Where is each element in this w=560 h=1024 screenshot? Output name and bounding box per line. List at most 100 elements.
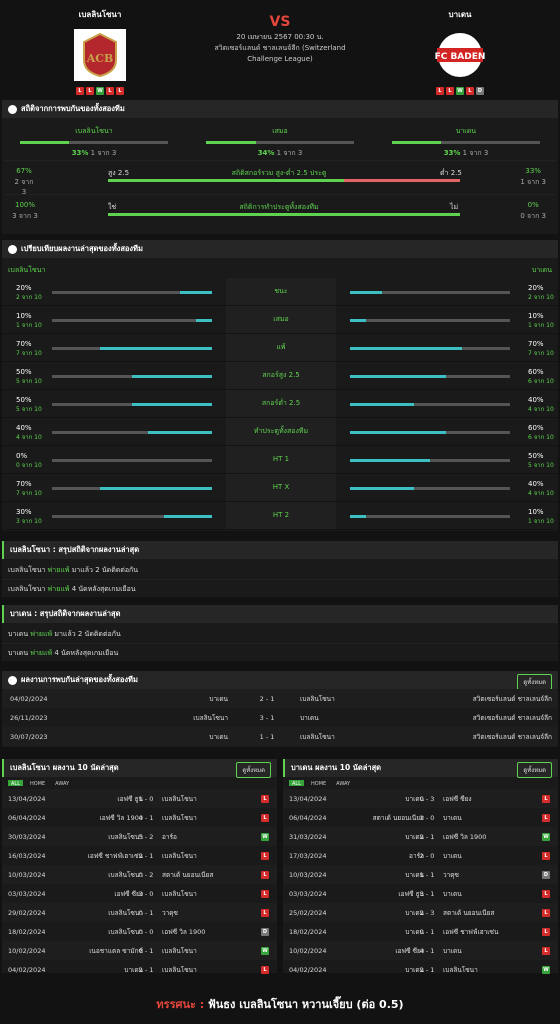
away-summary-title: บาเดน : สรุปสถิติจากผลงานล่าสุด	[2, 605, 558, 623]
recent-match-row[interactable]: 16/03/2024 เอฟซี ชาฟฟ์เฮาเซ่น 2 - 1 เบลลินโ…	[2, 846, 277, 865]
h2h-match-row[interactable]: 04/02/2024 บาเดน 2 - 1 เบลลินโซนา สวิตเซอร์แ…	[2, 689, 558, 708]
compare-label: ชนะ	[226, 278, 336, 305]
recent-match-row[interactable]: 03/03/2024 เอฟซี ธูน 3 - 1 บาเดน L	[283, 884, 558, 903]
filter-tab-home[interactable]: HOME	[311, 781, 327, 787]
match-away: เบลลินโซนา	[162, 851, 197, 860]
form-badge: W	[456, 87, 464, 95]
compare-left-bar	[52, 487, 212, 490]
match-away: บาเดน	[300, 713, 319, 722]
compare-left-from: 1 จาก 10	[16, 322, 42, 329]
match-away: วาดุซ	[443, 870, 459, 879]
h2h-card-from: 1 จาก 3	[274, 149, 303, 157]
recent-match-row[interactable]: 04/02/2024 บาเดน 2 - 1 เบลลินโซนา W	[283, 960, 558, 979]
match-away: เอฟซี ชาฟฟ์เฮาเซ่น	[443, 927, 499, 936]
match-date: 10/02/2024	[8, 946, 46, 955]
match-home: บาเดน	[405, 908, 424, 917]
compare-home-name: เบลลินโซนา	[8, 266, 46, 274]
match-score: 1 - 1	[419, 870, 435, 879]
compare-row: 50% 5 จาก 10 สกอร์ต่ำ 2.5 40% 4 จาก 10	[2, 390, 558, 418]
recent-match-row[interactable]: 06/04/2024 เอฟซี วิล 1900 4 - 1 เบลลินโซนา L	[2, 808, 277, 827]
compare-right-pct: 40%	[528, 480, 544, 488]
match-date: 26/11/2023	[10, 713, 48, 722]
h2h-list-header: ผลงานการพบกันล่าสุดของทั้งสองทีม ดูทั้งหม…	[2, 671, 558, 690]
compare-label: HT 2	[226, 502, 336, 529]
match-away: เบลลินโซนา	[162, 946, 197, 955]
compare-row: 70% 7 จาก 10 แพ้ 70% 7 จาก 10	[2, 334, 558, 362]
match-away: บาเดน	[443, 889, 462, 898]
recent-match-row[interactable]: 03/03/2024 เอฟซี ซียง 3 - 0 เบลลินโซนา L	[2, 884, 277, 903]
recent-match-row[interactable]: 04/02/2024 บาเดน 2 - 1 เบลลินโซนา L	[2, 960, 277, 979]
recent-match-row[interactable]: 25/02/2024 บาเดน 2 - 3 สตาเด้ นยอนเนียส L	[283, 903, 558, 922]
match-date: 04/02/2024	[10, 694, 48, 703]
result-badge: L	[261, 851, 269, 860]
compare-right-from: 2 จาก 10	[528, 294, 554, 301]
filter-tab-all[interactable]: ALL	[8, 780, 23, 787]
compare-right-from: 4 จาก 10	[528, 406, 554, 413]
filter-tab-away[interactable]: AWAY	[55, 781, 70, 787]
compare-left-stat: 20% 2 จาก 10	[16, 284, 42, 302]
compare-left-bar	[52, 291, 212, 294]
match-away: เบลลินโซนา	[443, 965, 478, 974]
h2h-view-all-button[interactable]: ดูทั้งหมด	[517, 674, 552, 690]
match-home: เอฟซี ธูน	[398, 889, 424, 898]
compare-right-pct: 40%	[528, 396, 544, 404]
h2h-match-row[interactable]: 30/07/2023 บาเดน 1 - 1 เบลลินโซนา สวิตเซอร์แ…	[2, 727, 558, 746]
match-away: เอฟซี ซียง	[443, 794, 472, 803]
recent-match-row[interactable]: 10/03/2024 บาเดน 1 - 1 วาดุซ D	[283, 865, 558, 884]
match-score: 0 - 2	[138, 870, 154, 879]
football-icon	[8, 675, 17, 685]
match-score: 0 - 1	[138, 908, 154, 917]
recent-match-row[interactable]: 17/03/2024 อาร์อ 2 - 0 บาเดน L	[283, 846, 558, 865]
recent-match-row[interactable]: 30/03/2024 เบลลินโซนา 5 - 2 อาร์อ W	[2, 827, 277, 846]
compare-right-stat: 10% 1 จาก 10	[528, 508, 554, 526]
filter-tab-all[interactable]: ALL	[289, 780, 304, 787]
filter-tab-home[interactable]: HOME	[30, 781, 46, 787]
match-date: 16/03/2024	[8, 851, 46, 860]
match-score: 0 - 1	[138, 946, 154, 955]
recent-match-row[interactable]: 13/04/2024 บาเดน 0 - 3 เอฟซี ซียง L	[283, 789, 558, 808]
match-date: 03/03/2024	[8, 889, 46, 898]
filter-tab-away[interactable]: AWAY	[336, 781, 351, 787]
match-away: เบลลินโซนา	[162, 794, 197, 803]
match-date: 03/03/2024	[289, 889, 327, 898]
recent-match-row[interactable]: 13/04/2024 เอฟซี ธูน 1 - 0 เบลลินโซนา L	[2, 789, 277, 808]
form-badge: L	[86, 87, 94, 95]
form-badge: L	[76, 87, 84, 95]
ou-title: สถิติสกอร์รวม สูง-ต่ำ 2.5 ประตู	[231, 169, 327, 177]
compare-left-from: 5 จาก 10	[16, 378, 42, 385]
away-view-all-button[interactable]: ดูทั้งหมด	[517, 762, 552, 778]
h2h-match-row[interactable]: 26/11/2023 เบลลินโซนา 3 - 1 บาเดน สวิตเซอร์แ…	[2, 708, 558, 727]
match-away: สตาเด้ นยอนเนียส	[162, 870, 214, 879]
h2h-card-label: บาเดน	[455, 127, 477, 135]
form-badge: L	[466, 87, 474, 95]
compare-right-from: 5 จาก 10	[528, 462, 554, 469]
recent-match-row[interactable]: 10/02/2024 เนอชาแตล ซามักซ์ 0 - 1 เบลลินโซน…	[2, 941, 277, 960]
compare-left-stat: 50% 5 จาก 10	[16, 368, 42, 386]
result-badge: L	[542, 927, 550, 936]
compare-right-stat: 50% 5 จาก 10	[528, 452, 554, 470]
recent-match-row[interactable]: 31/03/2024 บาเดน 2 - 1 เอฟซี วิล 1900 W	[283, 827, 558, 846]
recent-match-row[interactable]: 18/02/2024 เบลลินโซนา 0 - 0 เอฟซี วิล 1900 D	[2, 922, 277, 941]
recent-match-row[interactable]: 10/02/2024 เอฟซี ซียง 4 - 1 บาเดน L	[283, 941, 558, 960]
form-badge: D	[476, 87, 484, 95]
recent-match-row[interactable]: 06/04/2024 สตาเด้ นยอนเนียส 1 - 0 บาเดน L	[283, 808, 558, 827]
recent-match-row[interactable]: 29/02/2024 เบลลินโซนา 0 - 1 วาดุซ L	[2, 903, 277, 922]
away-summary-line-1: บาเดน พ่ายแพ้ มาแล้ว 2 นัดติดต่อกัน	[8, 630, 121, 638]
ou-low-label: ต่ำ 2.5	[440, 169, 462, 177]
home-view-all-button[interactable]: ดูทั้งหมด	[236, 762, 271, 778]
recent-match-row[interactable]: 10/03/2024 เบลลินโซนา 0 - 2 สตาเด้ นยอนเนีย…	[2, 865, 277, 884]
match-date: 31/03/2024	[289, 832, 327, 841]
match-home: เบลลินโซนา	[108, 908, 143, 917]
compare-left-bar	[52, 375, 212, 378]
h2h-list-title: ผลงานการพบกันล่าสุดของทั้งสองทีม	[21, 675, 138, 684]
match-home: เอฟซี ซียง	[395, 946, 424, 955]
away-last-10-header: บาเดน ผลงาน 10 นัดล่าสุด ดูทั้งหมด	[283, 759, 558, 778]
match-home: บาเดน	[405, 870, 424, 879]
recent-match-row[interactable]: 18/02/2024 บาเดน 0 - 1 เอฟซี ชาฟฟ์เฮาเซ่น L	[283, 922, 558, 941]
h2h-card-pct: 34%	[257, 149, 275, 157]
match-home: บาเดน	[405, 794, 424, 803]
match-home: บาเดน	[209, 732, 228, 741]
